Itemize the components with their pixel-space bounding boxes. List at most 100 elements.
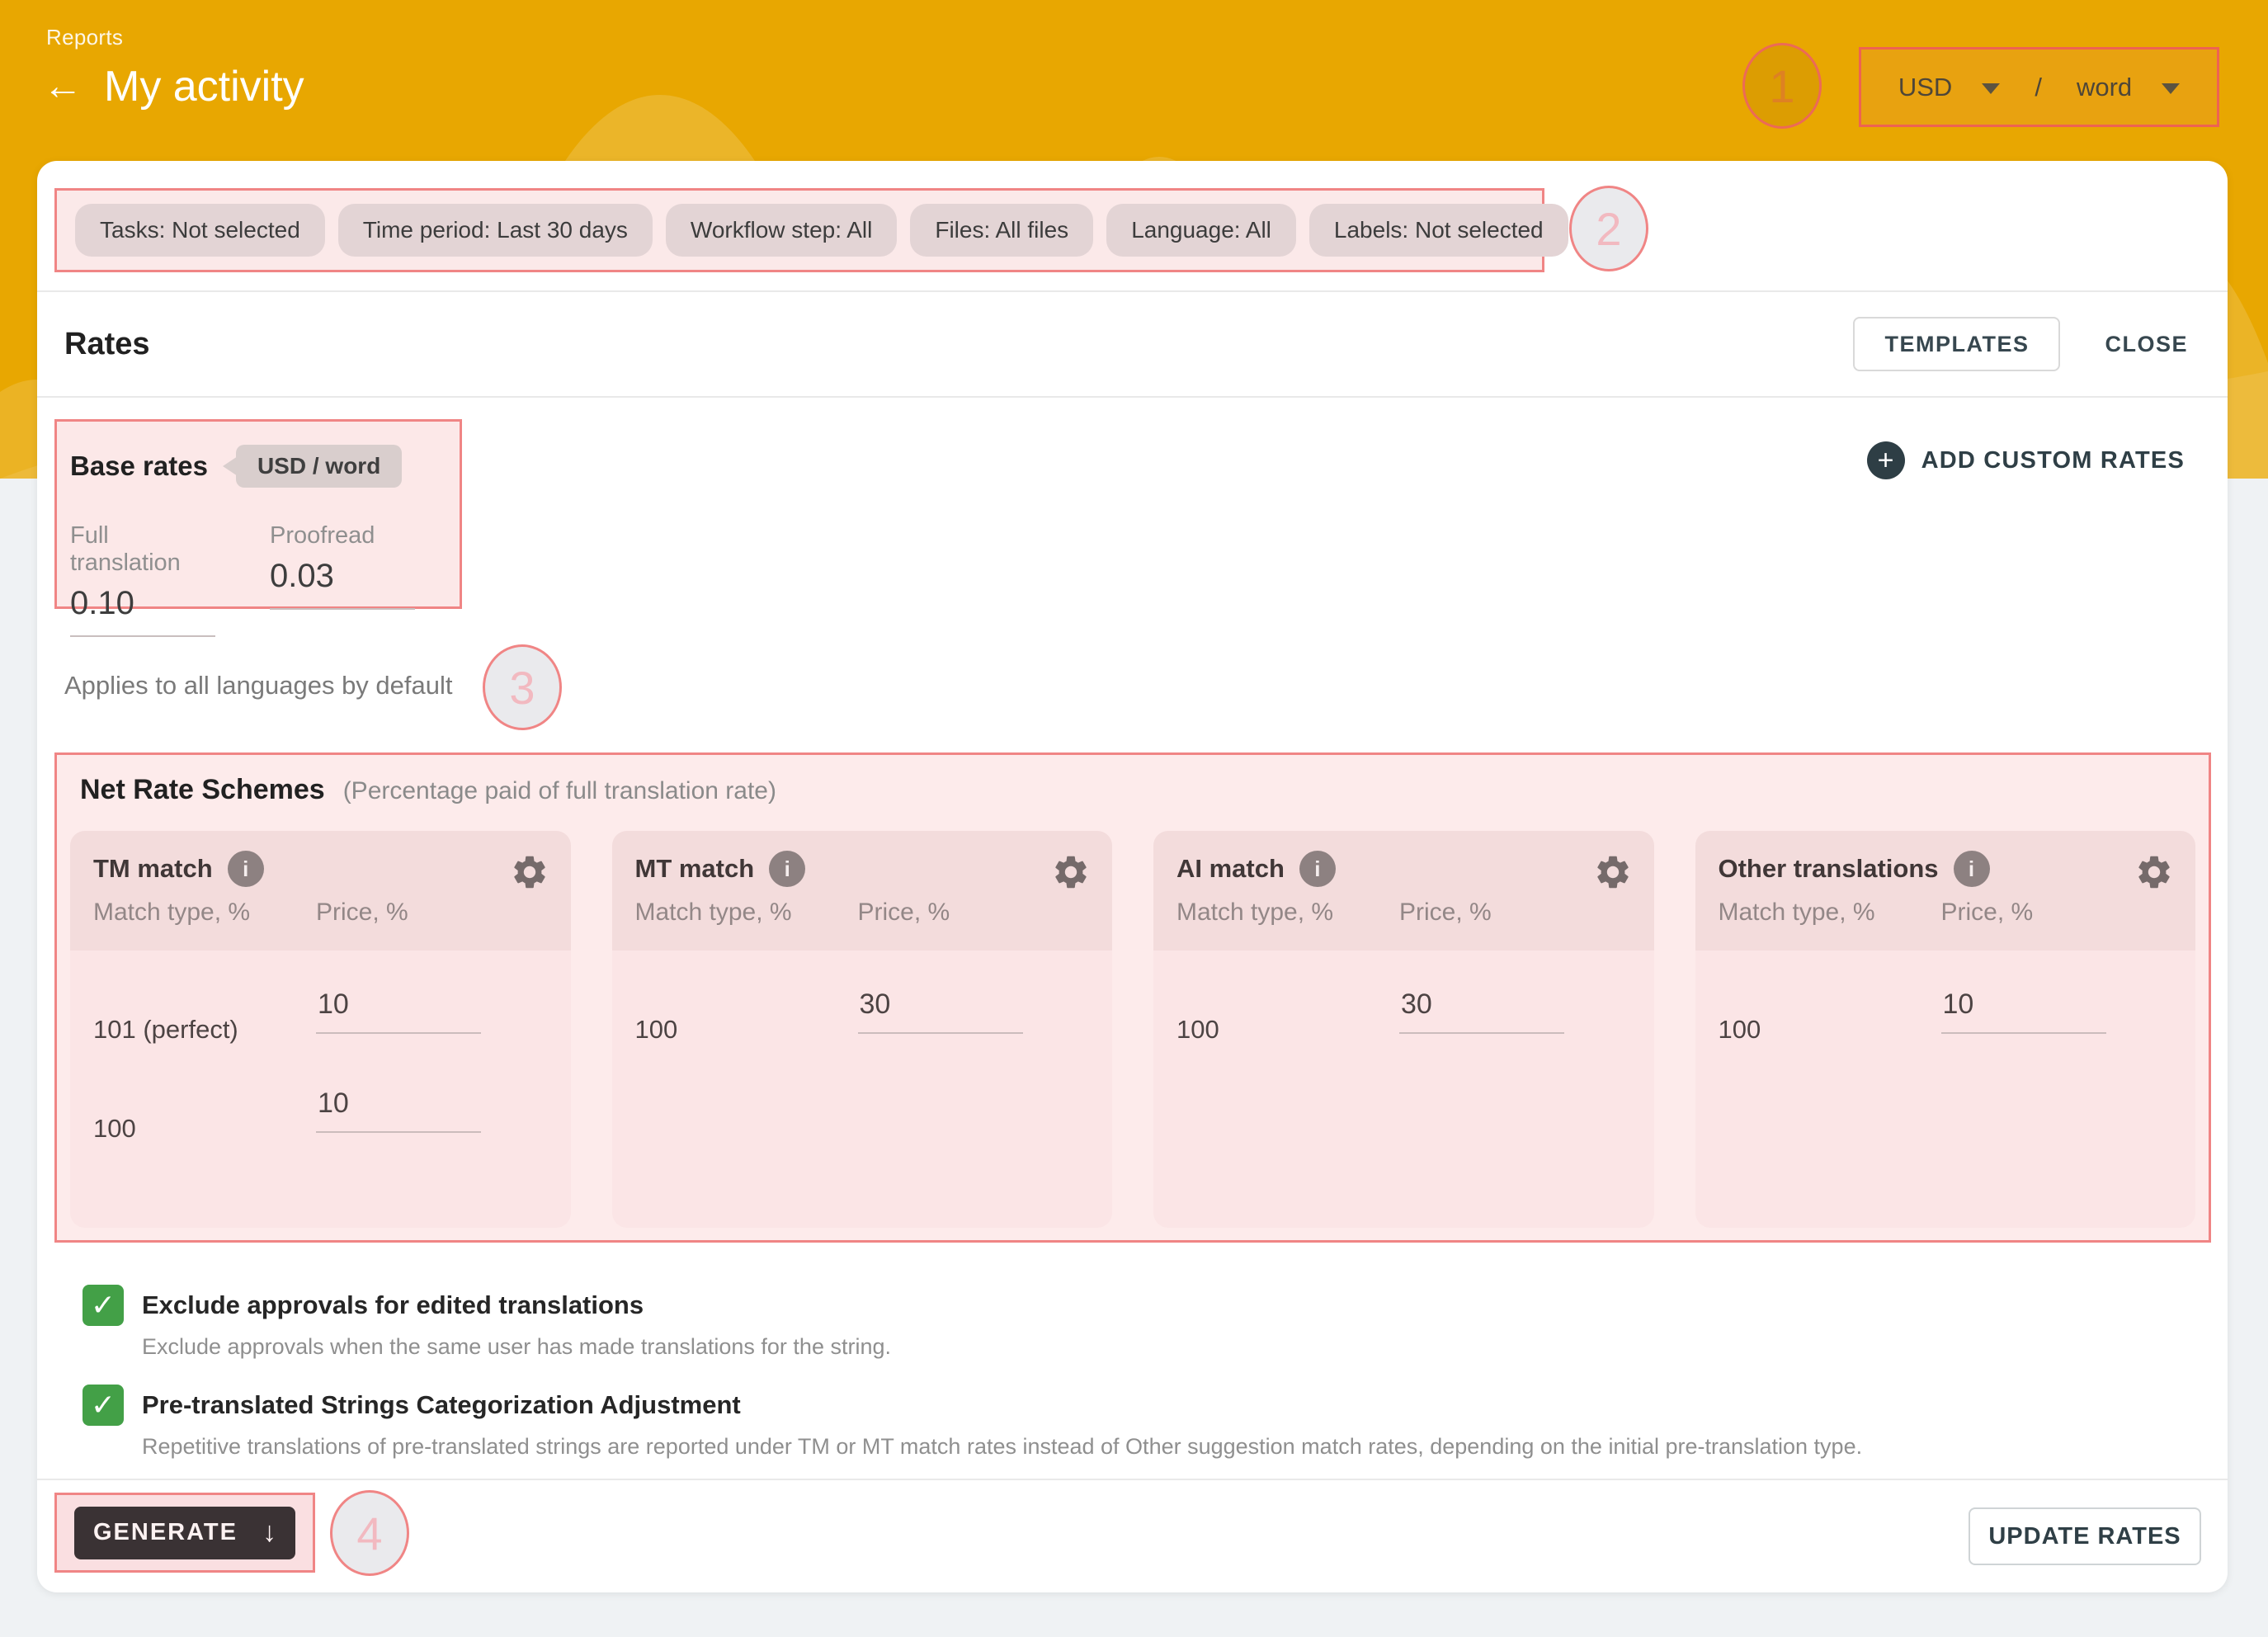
base-rates-title: Base rates [70, 451, 208, 481]
price-column-label: Price, % [1399, 899, 1492, 926]
info-icon[interactable]: i [1299, 851, 1336, 887]
currency-unit-separator: / [2035, 72, 2042, 101]
match-type-column-label: Match type, % [1176, 899, 1334, 926]
generate-label: GENERATE [93, 1519, 238, 1545]
price-column-label: Price, % [857, 899, 950, 926]
close-button[interactable]: CLOSE [2105, 331, 2188, 356]
filter-chip-workflow-step[interactable]: Workflow step: All [665, 204, 898, 257]
gear-icon[interactable] [1593, 852, 1633, 892]
exclude-approvals-option: ✓ Exclude approvals for edited translati… [83, 1285, 1980, 1360]
filter-chip-files[interactable]: Files: All files [910, 204, 1094, 257]
proofread-input[interactable] [270, 550, 415, 610]
net-rate-schemes-title: Net Rate Schemes [80, 774, 325, 805]
annotation-number: 1 [1769, 59, 1795, 112]
match-type-value: 100 [634, 1015, 678, 1044]
pretranslated-adjustment-option: ✓ Pre-translated Strings Categorization … [83, 1385, 1980, 1460]
full-translation-field: Full translation [70, 522, 215, 637]
other-translations-card: Other translations i Match type, % Price… [1695, 831, 2196, 1228]
gear-icon[interactable] [510, 852, 549, 892]
price-column-label: Price, % [316, 899, 408, 926]
update-rates-button[interactable]: UPDATE RATES [1969, 1507, 2201, 1565]
rate-row: 100 [1153, 984, 1654, 1045]
full-translation-input[interactable] [70, 577, 215, 637]
match-type-column-label: Match type, % [93, 899, 251, 926]
gear-icon[interactable] [2134, 852, 2174, 892]
info-icon[interactable]: i [1953, 851, 1990, 887]
price-input[interactable] [1399, 984, 1564, 1034]
annotation-circle-1: 1 [1742, 43, 1822, 129]
generate-button[interactable]: GENERATE ↓ [74, 1506, 295, 1559]
generate-annotation-box: GENERATE ↓ [54, 1493, 315, 1573]
net-rate-schemes-section: Net Rate Schemes (Percentage paid of ful… [54, 752, 2211, 1243]
match-type-value: 100 [1718, 1015, 1761, 1044]
proofread-label: Proofread [270, 522, 375, 549]
page-title: My activity [104, 63, 304, 111]
back-arrow-icon[interactable]: ← [43, 64, 83, 108]
report-settings-card: Tasks: Not selected Time period: Last 30… [37, 161, 2228, 1592]
report-options: ✓ Exclude approvals for edited translati… [83, 1285, 1980, 1484]
unit-select[interactable]: word [2076, 72, 2133, 101]
caret-down-icon[interactable] [1982, 83, 2001, 94]
rates-header-row: Rates TEMPLATES CLOSE [37, 292, 2228, 396]
ai-match-card: AI match i Match type, % Price, % 100 [1153, 831, 1654, 1228]
filter-bar: Tasks: Not selected Time period: Last 30… [54, 188, 1568, 272]
annotation-circle-3: 3 [483, 644, 562, 730]
proofread-field: Proofread [270, 522, 415, 637]
rate-row: 100 [1695, 984, 2196, 1045]
mt-match-card: MT match i Match type, % Price, % 100 [611, 831, 1113, 1228]
divider [37, 1479, 2228, 1480]
card-title: AI match [1176, 854, 1285, 883]
currency-unit-selector: USD / word [1859, 47, 2219, 127]
download-arrow-icon: ↓ [262, 1517, 276, 1548]
rates-title: Rates [64, 326, 150, 361]
filter-chip-labels[interactable]: Labels: Not selected [1308, 204, 1568, 257]
annotation-circle-2: 2 [1569, 186, 1648, 271]
breadcrumb[interactable]: Reports [46, 25, 124, 50]
filter-chip-tasks[interactable]: Tasks: Not selected [75, 204, 325, 257]
option-description: Repetitive translations of pre-translate… [142, 1434, 1863, 1459]
page-title-row: ← My activity [43, 61, 304, 112]
price-column-label: Price, % [1940, 899, 2034, 926]
checkbox-checked-icon[interactable]: ✓ [83, 1285, 124, 1326]
annotation-number: 2 [1596, 202, 1622, 255]
price-input[interactable] [316, 984, 481, 1034]
rate-row: 100 [70, 1083, 571, 1144]
match-type-value: 100 [1176, 1015, 1219, 1044]
filter-chip-language[interactable]: Language: All [1106, 204, 1296, 257]
info-icon[interactable]: i [769, 851, 806, 887]
annotation-number: 3 [509, 661, 535, 714]
divider [37, 396, 2228, 398]
info-icon[interactable]: i [227, 851, 264, 887]
gear-icon[interactable] [1051, 852, 1091, 892]
card-title: Other translations [1718, 854, 1939, 883]
option-label: Exclude approvals for edited translation… [142, 1290, 644, 1319]
divider [37, 290, 2228, 292]
caret-down-icon[interactable] [2162, 83, 2181, 94]
base-rates-section: Base rates USD / word Full translation P… [54, 419, 462, 637]
tm-match-card: TM match i Match type, % Price, % 101 (p… [70, 831, 571, 1228]
rate-row: 101 (perfect) [70, 984, 571, 1045]
card-title: TM match [93, 854, 213, 883]
full-translation-label: Full translation [70, 522, 181, 576]
card-title: MT match [634, 854, 755, 883]
match-type-value: 100 [93, 1114, 136, 1143]
applies-note: Applies to all languages by default [64, 671, 453, 700]
add-custom-rates-button[interactable]: + ADD CUSTOM RATES [1866, 441, 2185, 479]
rate-row: 100 [612, 984, 1113, 1045]
annotation-number: 4 [356, 1507, 383, 1559]
plus-icon: + [1866, 441, 1905, 479]
currency-select[interactable]: USD [1898, 72, 1953, 101]
net-rate-schemes-subtitle: (Percentage paid of full translation rat… [342, 777, 776, 804]
templates-button[interactable]: TEMPLATES [1853, 317, 2061, 371]
checkbox-checked-icon[interactable]: ✓ [83, 1385, 124, 1426]
match-type-column-label: Match type, % [1718, 899, 1875, 926]
price-input[interactable] [857, 984, 1023, 1034]
match-type-value: 101 (perfect) [93, 1015, 238, 1044]
price-input[interactable] [316, 1083, 481, 1133]
add-custom-rates-label: ADD CUSTOM RATES [1921, 446, 2185, 474]
filter-chip-time-period[interactable]: Time period: Last 30 days [337, 204, 653, 257]
base-rates-unit-badge: USD / word [222, 445, 403, 488]
price-input[interactable] [1940, 984, 2106, 1034]
option-description: Exclude approvals when the same user has… [142, 1334, 891, 1359]
